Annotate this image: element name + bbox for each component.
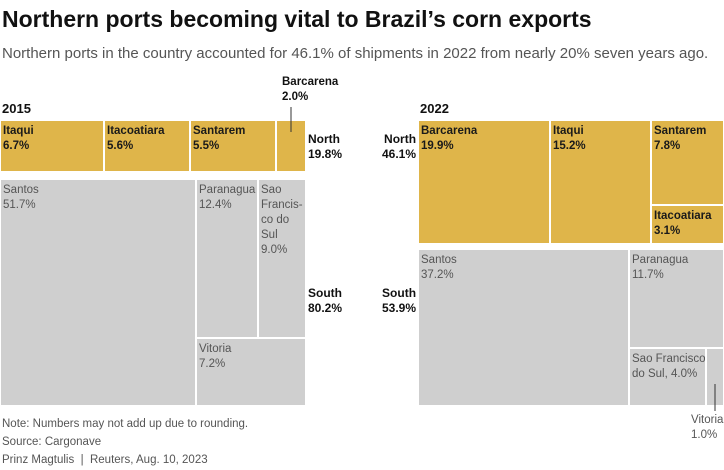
year-label-2015: 2015: [2, 101, 31, 116]
tile-2015-vitoria: Vitoria 7.2%: [196, 338, 306, 406]
footer-credit: Prinz Magtulis | Reuters, Aug. 10, 2023: [2, 454, 208, 466]
callout-2015-barcarena-name: Barcarena: [282, 76, 339, 88]
tile-2015-barcarena: [276, 120, 306, 172]
region-2022-north-share: 46.1%: [382, 147, 417, 161]
tile-2015-paranagua: Paranagua 12.4%: [196, 179, 258, 338]
chart-subtitle: Northern ports in the country accounted …: [2, 45, 709, 62]
tile-2022-vitoria: [706, 348, 724, 406]
tile-2022-sao-francisco-label: Sao Francisco do Sul, 4.0%: [632, 353, 706, 380]
tile-2022-itaqui-value: 15.2%: [553, 140, 586, 152]
region-2022-south-name: South: [382, 286, 417, 300]
tile-2015-santos-name: Santos: [3, 184, 39, 196]
tile-2022-itacoatiara-value: 3.1%: [654, 225, 681, 237]
tile-2022-santos: Santos 37.2%: [418, 249, 629, 406]
region-label-2015-north: North 19.8%: [308, 132, 342, 162]
tile-2022-santarem: Santarem 7.8%: [651, 120, 724, 205]
tile-2022-sao-francisco: Sao Francisco do Sul, 4.0%: [629, 348, 706, 406]
tile-2015-sao-francisco-line1: Sao: [261, 184, 282, 196]
footer-source: Source: Cargonave: [2, 436, 102, 448]
tile-2015-santarem-value: 5.5%: [193, 140, 220, 152]
tile-2022-paranagua: Paranagua 11.7%: [629, 249, 724, 348]
tile-2015-sao-francisco-line3: co do: [261, 214, 290, 226]
region-2015-north-name: North: [308, 132, 340, 146]
tile-2022-itaqui: Itaqui 15.2%: [550, 120, 651, 244]
tile-2015-sao-francisco-line4: Sul: [261, 229, 278, 241]
tile-2015-santarem: Santarem 5.5%: [190, 120, 276, 172]
tile-2015-itaqui-name: Itaqui: [3, 125, 34, 137]
tile-2015-sao-francisco: Sao Francis- co do Sul 9.0%: [258, 179, 306, 338]
tile-2015-paranagua-value: 12.4%: [199, 199, 232, 211]
tile-2015-sao-francisco-line2: Francis-: [261, 199, 303, 211]
tile-2022-itaqui-name: Itaqui: [553, 125, 584, 137]
tile-2022-barcarena: Barcarena 19.9%: [418, 120, 550, 244]
tile-2015-paranagua-name: Paranagua: [199, 184, 256, 196]
region-2015-north-share: 19.8%: [308, 147, 343, 161]
tile-2022-barcarena-name: Barcarena: [421, 125, 478, 137]
tile-2015-santos: Santos 51.7%: [0, 179, 196, 406]
tile-2015-vitoria-name: Vitoria: [199, 343, 232, 355]
tile-2015-santos-value: 51.7%: [3, 199, 36, 211]
region-2022-north-name: North: [384, 132, 417, 146]
tile-2015-itaqui-value: 6.7%: [3, 140, 30, 152]
tile-2022-santarem-value: 7.8%: [654, 140, 681, 152]
tile-2022-santos-name: Santos: [421, 254, 457, 266]
tile-2022-itacoatiara-name: Itacoatiara: [654, 210, 712, 222]
callout-2022-vitoria-value: 1.0%: [691, 429, 718, 441]
tile-2022-santarem-name: Santarem: [654, 125, 707, 137]
tile-2022-santos-value: 37.2%: [421, 269, 454, 281]
tile-2022-itacoatiara: Itacoatiara 3.1%: [651, 205, 724, 244]
callout-2022-vitoria-name: Vitoria: [691, 414, 724, 426]
tile-2022-paranagua-value: 11.7%: [632, 269, 664, 281]
tile-2022-paranagua-name: Paranagua: [632, 254, 689, 266]
region-2022-south-share: 53.9%: [382, 301, 417, 315]
tile-2015-itacoatiara-value: 5.6%: [107, 140, 134, 152]
tile-2022-barcarena-value: 19.9%: [421, 140, 454, 152]
region-2015-south-share: 80.2%: [308, 301, 343, 315]
callout-2015-barcarena: Barcarena 2.0%: [282, 75, 338, 105]
year-label-2022: 2022: [420, 101, 449, 116]
chart-title: Northern ports becoming vital to Brazil’…: [2, 6, 592, 32]
region-label-2015-south: South 80.2%: [308, 286, 342, 316]
callout-2022-vitoria: Vitoria 1.0%: [691, 413, 723, 443]
tile-2015-itaqui: Itaqui 6.7%: [0, 120, 104, 172]
callout-2015-barcarena-value: 2.0%: [282, 91, 309, 103]
footer-note: Note: Numbers may not add up due to roun…: [2, 418, 249, 430]
tile-2015-santarem-name: Santarem: [193, 125, 246, 137]
tile-2015-sao-francisco-value: 9.0%: [261, 244, 288, 256]
tile-2015-itacoatiara: Itacoatiara 5.6%: [104, 120, 190, 172]
region-label-2022-south: South 53.9%: [382, 286, 416, 316]
tile-2015-vitoria-value: 7.2%: [199, 358, 226, 370]
region-2015-south-name: South: [308, 286, 342, 300]
tile-2015-itacoatiara-name: Itacoatiara: [107, 125, 165, 137]
region-label-2022-north: North 46.1%: [382, 132, 416, 162]
